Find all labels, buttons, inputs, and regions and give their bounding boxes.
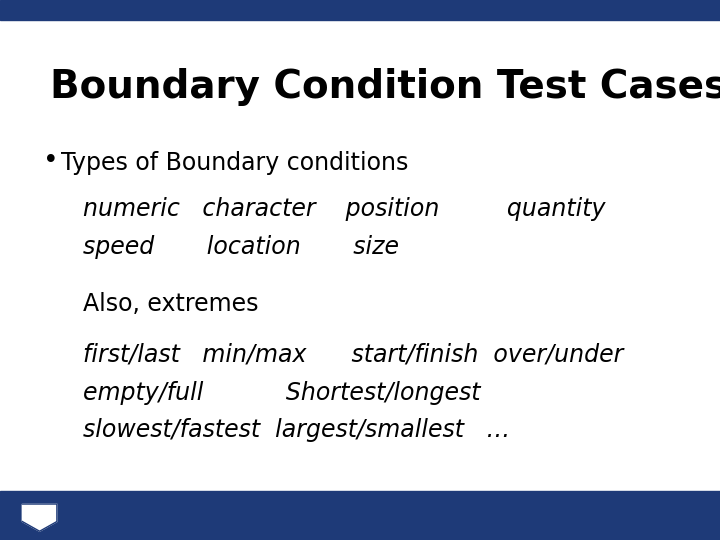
Text: Types of Boundary conditions: Types of Boundary conditions [61, 151, 408, 175]
Text: numeric   character    position         quantity: numeric character position quantity [83, 197, 606, 221]
Text: Computer Science and Software Engineering: Computer Science and Software Engineerin… [83, 518, 317, 528]
Text: Also, extremes: Also, extremes [83, 292, 258, 315]
Text: Auburn University: Auburn University [83, 500, 189, 510]
Text: COMP 6710  Course Notes  Slide 9-15: COMP 6710 Course Notes Slide 9-15 [451, 509, 698, 522]
Bar [0, 491, 720, 540]
Text: first/last   min/max      start/finish  over/under: first/last min/max start/finish over/und… [83, 343, 624, 367]
Bar [0, 0, 720, 20]
Text: Boundary Condition Test Cases: Boundary Condition Test Cases [50, 68, 720, 105]
Text: •: • [43, 148, 59, 174]
Polygon shape [22, 504, 57, 531]
Text: slowest/fastest  largest/smallest   …: slowest/fastest largest/smallest … [83, 418, 510, 442]
Text: speed       location       size: speed location size [83, 235, 399, 259]
Text: empty/full           Shortest/longest: empty/full Shortest/longest [83, 381, 480, 404]
